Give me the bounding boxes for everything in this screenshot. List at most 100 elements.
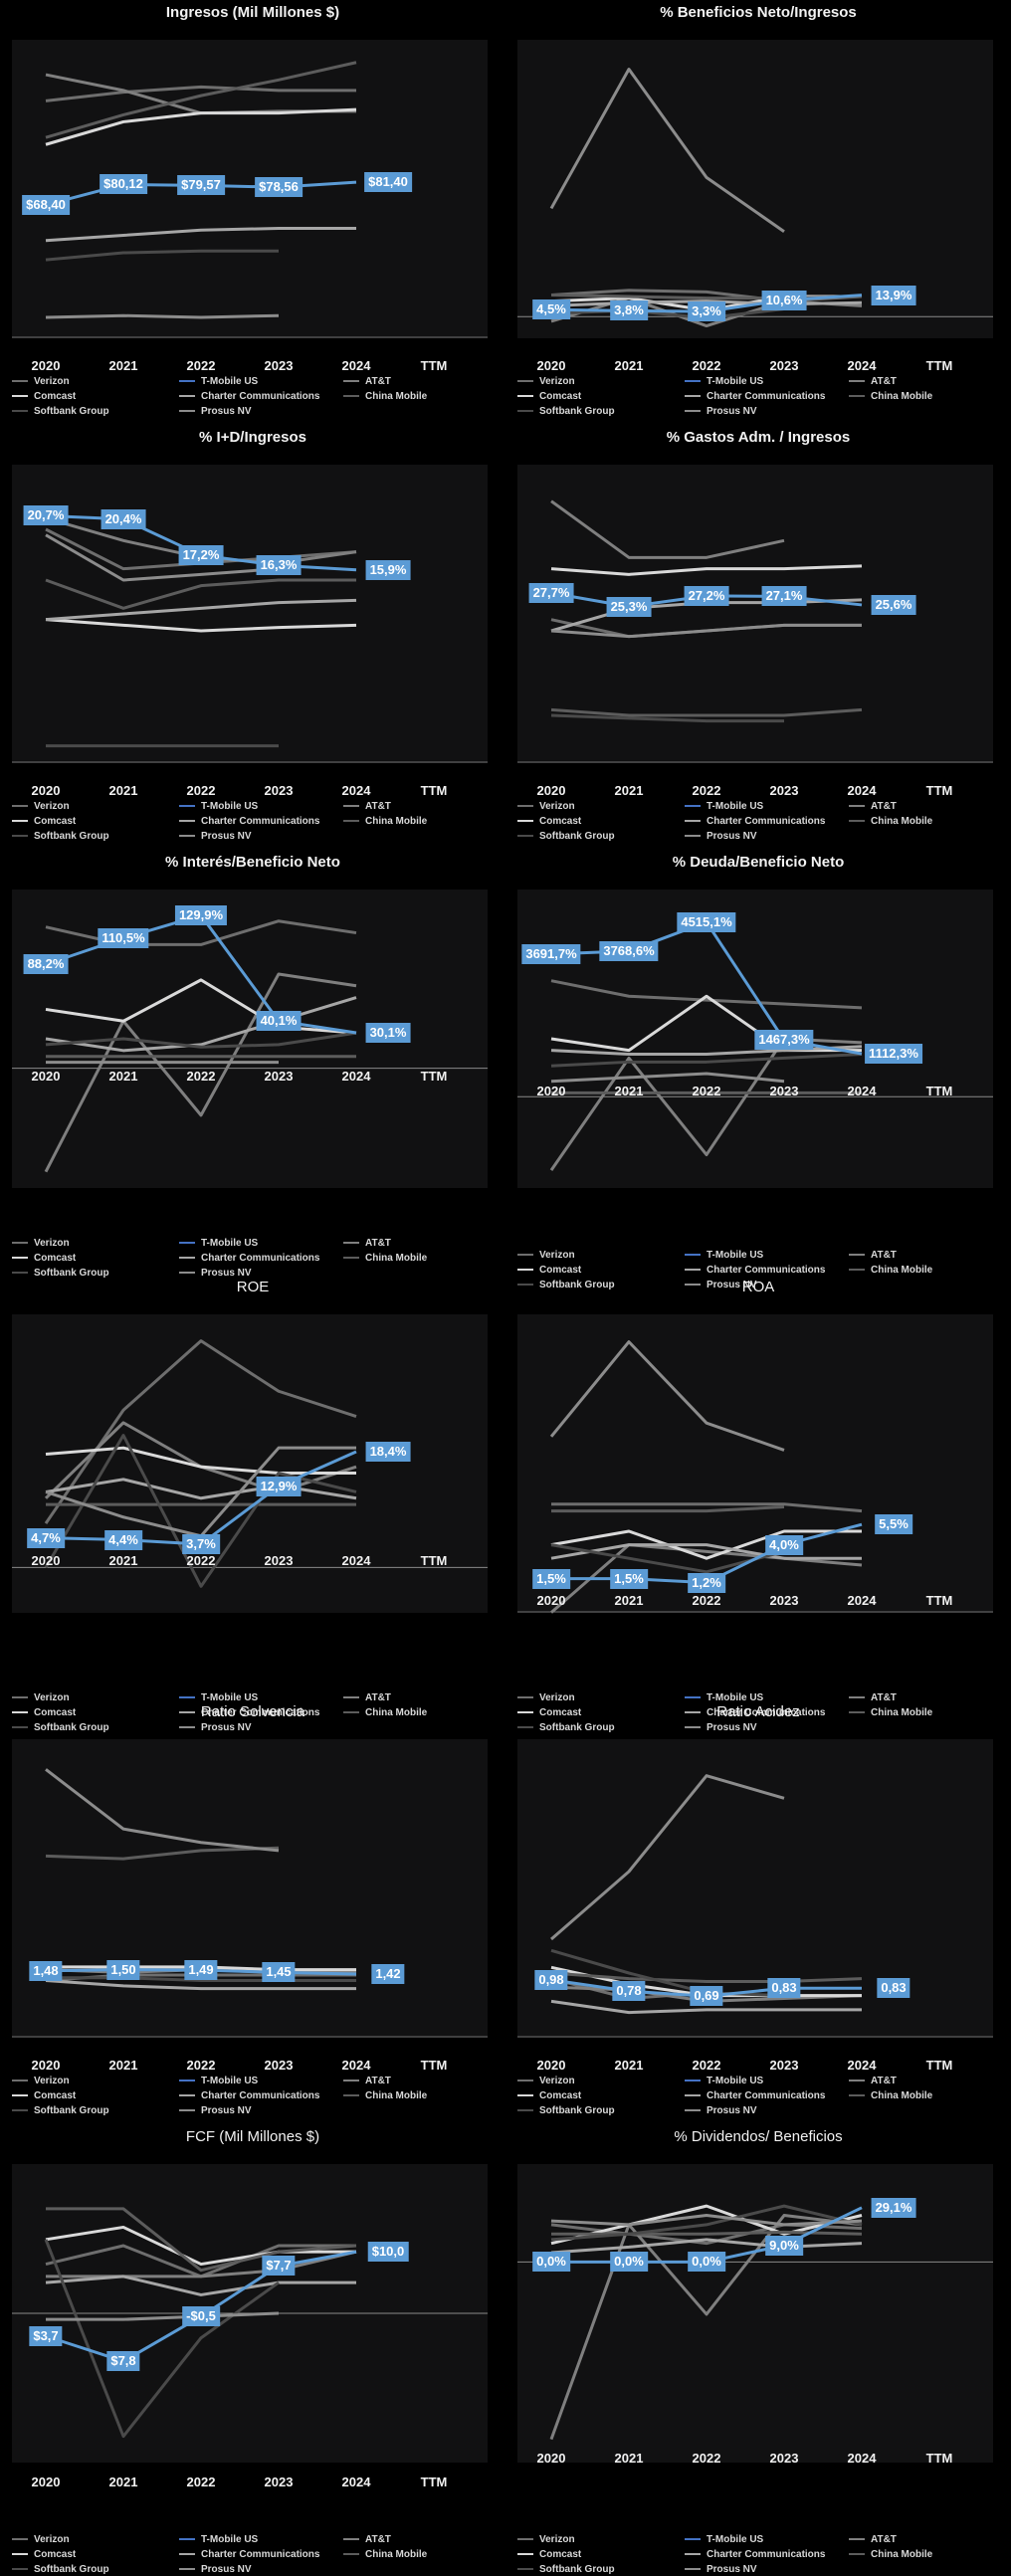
legend-swatch [685, 1726, 701, 1729]
legend-swatch [12, 1242, 28, 1245]
x-tick-label: 2024 [847, 1593, 877, 1608]
legend-item: China Mobile [849, 1265, 932, 1277]
series-line-charter-communications [45, 598, 357, 622]
chart-panel: % Gastos Adm. / Ingresos 27,7% 25,3% 27,2% 2… [506, 425, 1011, 850]
legend-item: AT&T [343, 2534, 391, 2546]
legend-swatch [179, 805, 195, 808]
plot-area: 88,2% 110,5% 129,9% 40,1% 30,1% [12, 890, 488, 1188]
legend-item: Charter Communications [685, 1265, 825, 1277]
legend-label: Verizon [539, 1250, 575, 1261]
legend-item: Prosus NV [685, 2105, 757, 2117]
legend-swatch [517, 380, 533, 383]
legend-label: AT&T [365, 1692, 391, 1703]
series-line-verizon [550, 979, 863, 1010]
legend-label: Charter Communications [707, 391, 826, 402]
x-tick-label: 2020 [31, 783, 61, 798]
legend-swatch [343, 820, 359, 823]
legend-swatch [12, 1726, 28, 1729]
legend-swatch [343, 380, 359, 383]
legend-label: T-Mobile US [201, 2076, 259, 2086]
legend-item: Comcast [12, 2090, 76, 2102]
legend-swatch [343, 395, 359, 398]
legend-label: Comcast [34, 1707, 77, 1718]
legend-label: Verizon [539, 2076, 575, 2086]
legend-swatch [849, 1254, 865, 1257]
legend-item: China Mobile [343, 2090, 427, 2102]
data-label: 4,5% [532, 299, 570, 320]
legend-label: Charter Communications [201, 2090, 320, 2101]
chart-panel: Ratio Acidez 0,98 0,78 0,69 0,83 0,83 2020 2021… [506, 1699, 1011, 2124]
legend-swatch [517, 395, 533, 398]
legend-label: Comcast [34, 1253, 77, 1264]
chart-title: % Gastos Adm. / Ingresos [666, 429, 851, 446]
data-label: $7,7 [262, 2256, 296, 2277]
chart-title: % Deuda/Beneficio Neto [672, 854, 845, 871]
legend-item: Softbank Group [12, 1722, 109, 1734]
chart-title: Ratio Acidez [716, 1703, 800, 1720]
series-line-china-mobile [46, 2207, 357, 2273]
legend-swatch [12, 2109, 28, 2112]
x-tick-label: 2022 [186, 1553, 216, 1568]
series-line-china-mobile [550, 1971, 863, 1983]
x-tick-label: 2024 [847, 2451, 877, 2466]
plot-area: $3,7 $7,8 -$0,5 $7,7 $10,0 [12, 2164, 488, 2463]
chart-title: % Interés/Beneficio Neto [165, 854, 340, 871]
series-line-softbank-group [550, 1543, 785, 1574]
x-tick-label: 2023 [264, 2475, 294, 2489]
series-line-prosus-nv [550, 1072, 785, 1084]
series-line-china-mobile [45, 1846, 280, 1861]
legend-label: Prosus NV [201, 831, 252, 842]
data-label: 0,0% [610, 2252, 648, 2273]
legend-swatch [849, 2553, 865, 2556]
legend-swatch [849, 380, 865, 383]
legend-swatch [517, 2109, 533, 2112]
legend-label: China Mobile [365, 2549, 428, 2560]
legend-item: Charter Communications [179, 1253, 319, 1265]
legend-item: T-Mobile US [179, 801, 258, 813]
data-label: 1,50 [106, 1959, 140, 1980]
x-tick-label: 2023 [769, 783, 799, 798]
x-tick-label: 2022 [186, 783, 216, 798]
line-chart [12, 61, 488, 338]
data-label: $78,56 [255, 177, 303, 198]
series-line-comcast [45, 107, 357, 146]
legend-label: Charter Communications [201, 1253, 320, 1264]
series-line-softbank-group [44, 2239, 280, 2439]
series-line-charter-communications [45, 1978, 356, 1991]
x-tick-label: TTM [420, 1553, 448, 1568]
legend-swatch [517, 410, 533, 413]
legend-item: Verizon [12, 2534, 70, 2546]
legend-label: Comcast [34, 816, 77, 827]
x-tick-label: TTM [925, 2451, 953, 2466]
legend-item: Verizon [517, 376, 575, 388]
legend-label: Softbank Group [34, 2564, 109, 2575]
legend-swatch [685, 1254, 701, 1257]
data-label: 1,42 [371, 1963, 405, 1984]
chart-panel: % Beneficios Neto/Ingresos 4,5% 3,8% 3,3% 10… [506, 0, 1011, 425]
series-line-prosus-nv [549, 1340, 785, 1452]
legend-item: Charter Communications [685, 391, 825, 403]
series-line-charter-communications [550, 1543, 862, 1560]
legend-swatch [517, 1696, 533, 1699]
legend-item: Softbank Group [517, 1722, 615, 1734]
legend-label: AT&T [871, 1250, 897, 1261]
legend-item: AT&T [849, 1250, 897, 1262]
legend-item: Verizon [517, 801, 575, 813]
plot-area: 4,7% 4,4% 3,7% 12,9% 18,4% [12, 1314, 488, 1613]
legend-label: Comcast [34, 391, 77, 402]
x-tick-label: 2021 [614, 358, 644, 373]
legend-item: AT&T [849, 2534, 897, 2546]
legend-label: Verizon [34, 1238, 70, 1249]
chart-panel: % I+D/Ingresos 20,7% 20,4% 17,2% 16,3% 15,9% 2… [0, 425, 506, 850]
data-label: 5,5% [875, 1514, 912, 1535]
legend-item: Prosus NV [685, 831, 757, 843]
x-tick-label: TTM [925, 1084, 953, 1098]
legend-label: Softbank Group [34, 406, 109, 417]
series-line-charter-communications [550, 299, 863, 307]
legend-label: Comcast [539, 1707, 582, 1718]
series-line-comcast [550, 2204, 863, 2246]
legend-item: Charter Communications [685, 2090, 825, 2102]
legend-label: Softbank Group [539, 1280, 615, 1290]
legend-label: Comcast [539, 391, 582, 402]
series-line-at-t [550, 1543, 863, 1614]
